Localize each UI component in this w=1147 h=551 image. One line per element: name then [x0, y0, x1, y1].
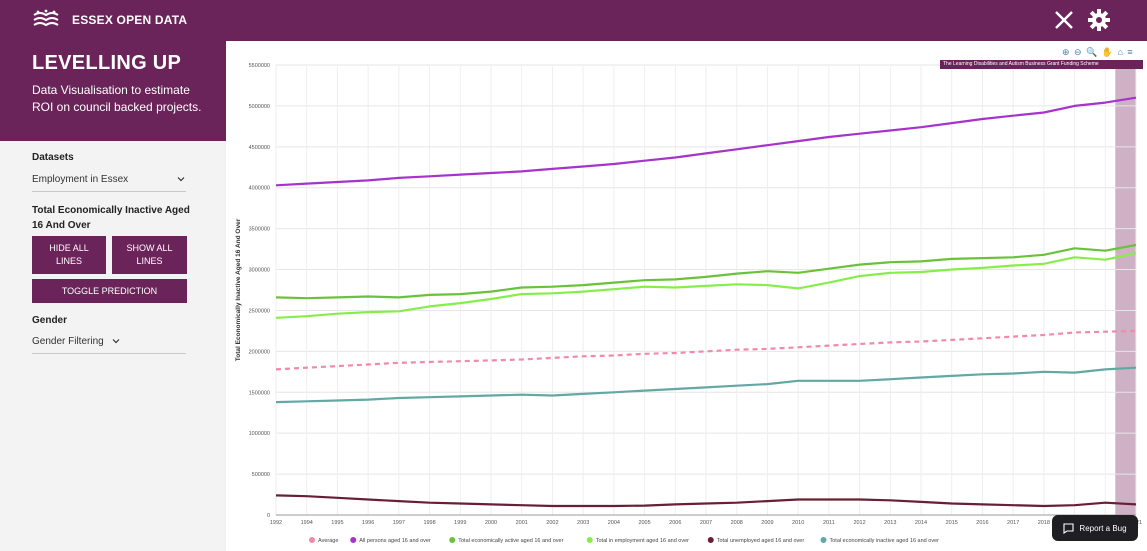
legend-marker-econ-inactive — [820, 537, 827, 543]
hero-panel: LEVELLING UP Data Visualisation to estim… — [0, 41, 226, 141]
chart-panel: 0 500000 1000000 1500000 2000000 2500000 30000… — [226, 41, 1147, 551]
y-tick-label: 2500000 — [249, 308, 270, 314]
county-crest-logo[interactable] — [32, 9, 60, 31]
top-bar: ESSEX OPEN DATA — [0, 0, 1147, 41]
legend-label-in-employment: Total in employment aged 16 and over — [596, 538, 689, 544]
y-tick-label: 1500000 — [249, 390, 270, 396]
x-tick-label: 1999 — [454, 520, 466, 526]
y-tick-label: 3500000 — [249, 227, 270, 233]
legend-marker-in-employment — [586, 537, 593, 543]
y-tick-label: 1000000 — [249, 431, 270, 437]
y-tick-label: 0 — [267, 513, 270, 519]
x-tick-label: 1995 — [331, 520, 343, 526]
y-tick-label: 2000000 — [249, 349, 270, 355]
line-chart[interactable]: 0 500000 1000000 1500000 2000000 2500000 30000… — [226, 41, 1147, 551]
chart-toolbar[interactable]: ⊕ ⊖ 🔍 ✋ ⌂ ≡ — [1062, 47, 1134, 57]
dataset-selected: Employment in Essex — [32, 174, 129, 185]
series-line-all-persons — [275, 96, 1137, 187]
annotation-band-label: The Learning Disabilities and Autism Bus… — [940, 60, 1143, 69]
metric-label: Total Economically Inactive Aged 16 And … — [32, 205, 190, 231]
x-tick-label: 2002 — [546, 520, 558, 526]
series-line-econ-inactive — [275, 366, 1137, 404]
legend-label-average: Average — [318, 538, 338, 544]
legend-marker-unemployed — [707, 537, 714, 543]
x-tick-label: 2005 — [638, 520, 650, 526]
legend-marker-econ-active — [449, 537, 456, 543]
x-tick-label: 1998 — [423, 520, 435, 526]
x-tick-label: 2018 — [1038, 520, 1050, 526]
series-line-in-employment — [275, 252, 1137, 319]
x-tick-label: 1997 — [393, 520, 405, 526]
legend-label-econ-inactive: Total economically inactive aged 16 and … — [830, 538, 940, 544]
sidebar: LEVELLING UP Data Visualisation to estim… — [0, 41, 226, 551]
series-line-unemployed — [275, 494, 1137, 508]
x-tick-label: 2003 — [577, 520, 589, 526]
x-tick-label: 2011 — [823, 520, 835, 526]
report-bug-button[interactable]: Report a Bug — [1052, 515, 1138, 541]
x-tick-label: 2009 — [761, 520, 773, 526]
gender-selected: Gender Filtering — [32, 336, 104, 347]
toggle-prediction-button[interactable]: TOGGLE PREDICTION — [32, 279, 187, 303]
page-title: LEVELLING UP — [32, 52, 182, 74]
y-tick-label: 500000 — [252, 472, 270, 478]
close-icon[interactable] — [1053, 9, 1075, 31]
y-tick-label: 4000000 — [249, 186, 270, 192]
x-tick-label: 2014 — [915, 520, 927, 526]
page-description: Data Visualisation to estimate ROI on co… — [32, 83, 202, 114]
y-tick-label: 4500000 — [249, 145, 270, 151]
chat-icon — [1063, 522, 1074, 534]
y-tick-label: 5500000 — [249, 63, 270, 69]
dataset-dropdown[interactable]: Employment in Essex — [32, 174, 186, 192]
x-tick-label: 2016 — [976, 520, 988, 526]
show-all-lines-button[interactable]: SHOW ALL LINES — [112, 236, 187, 274]
x-tick-label: 1996 — [362, 520, 374, 526]
x-tick-label: 2007 — [700, 520, 712, 526]
legend-label-econ-active: Total economically active aged 16 and ov… — [458, 538, 563, 544]
legend-label-all-persons: All persons aged 16 and over — [359, 538, 431, 544]
hide-all-lines-button[interactable]: HIDE ALL LINES — [32, 236, 106, 274]
x-tick-label: 2004 — [608, 520, 620, 526]
gender-label: Gender — [32, 315, 68, 326]
gender-dropdown[interactable]: Gender Filtering — [32, 336, 186, 354]
report-bug-label: Report a Bug — [1079, 523, 1127, 533]
x-tick-label: 2001 — [516, 520, 528, 526]
series-line-econ-active — [275, 243, 1137, 300]
x-tick-label: 2013 — [884, 520, 896, 526]
y-tick-label: 3000000 — [249, 268, 270, 274]
gear-icon[interactable] — [1088, 9, 1110, 31]
legend-marker-average — [309, 537, 315, 543]
chevron-down-icon — [177, 177, 185, 182]
legend-marker-all-persons — [350, 537, 357, 543]
x-tick-label: 2006 — [669, 520, 681, 526]
x-tick-label: 2010 — [792, 520, 804, 526]
legend-label-unemployed: Total unemployed aged 16 and over — [717, 538, 805, 544]
x-tick-label: 2015 — [946, 520, 958, 526]
datasets-label: Datasets — [32, 152, 74, 163]
y-axis-label: Total Economically Inactive Aged 16 And … — [235, 218, 242, 361]
x-tick-label: 2000 — [485, 520, 497, 526]
x-tick-label: 1994 — [301, 520, 313, 526]
x-tick-label: 2017 — [1007, 520, 1019, 526]
prediction-band — [1115, 65, 1136, 515]
y-tick-label: 5000000 — [249, 104, 270, 110]
brand-name: ESSEX OPEN DATA — [72, 13, 188, 27]
x-tick-label: 2008 — [731, 520, 743, 526]
chevron-down-icon — [113, 339, 120, 344]
x-tick-label: 1992 — [270, 520, 282, 526]
x-tick-label: 2012 — [853, 520, 865, 526]
